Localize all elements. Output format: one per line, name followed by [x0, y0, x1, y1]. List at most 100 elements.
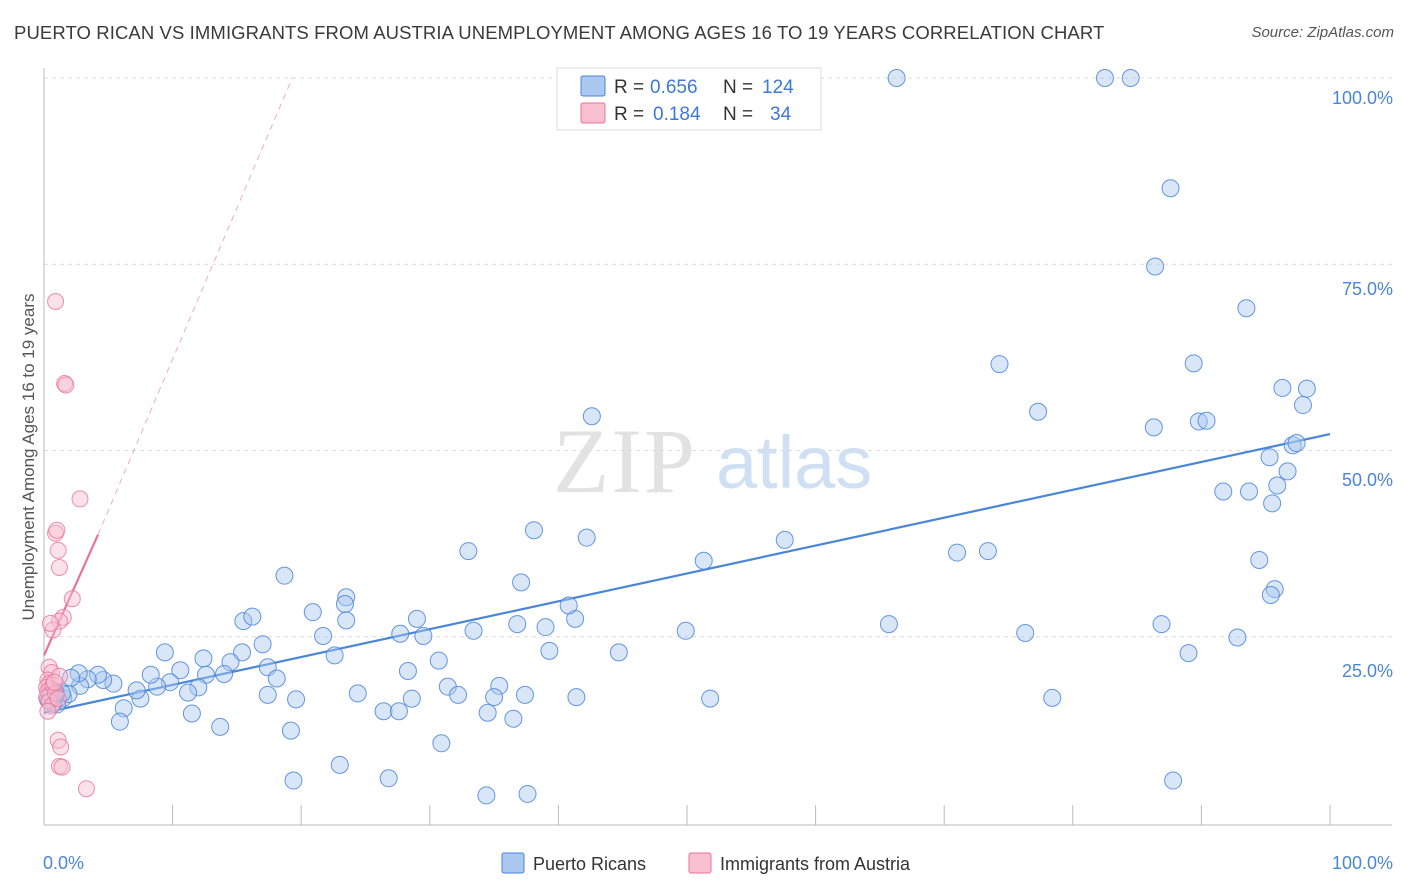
puerto-rican-point: [1268, 476, 1287, 495]
puerto-rican-point: [701, 689, 720, 708]
puerto-rican-point: [179, 683, 198, 702]
austria-point: [77, 780, 95, 798]
puerto-rican-point: [275, 566, 294, 585]
puerto-rican-point: [536, 618, 555, 637]
watermark-zip: ZIP: [553, 410, 697, 512]
puerto-rican-point: [518, 784, 537, 803]
legend-r-value-2: 0.184: [653, 104, 701, 125]
puerto-rican-point: [508, 615, 527, 634]
puerto-rican-point: [155, 643, 174, 662]
austria-trend-line: [42, 534, 100, 656]
puerto-rican-point: [887, 69, 906, 87]
puerto-rican-point: [1278, 462, 1297, 481]
puerto-rican-point: [1179, 644, 1198, 663]
puerto-rican-point: [141, 665, 160, 684]
puerto-rican-point: [233, 643, 252, 662]
chart-title: PUERTO RICAN VS IMMIGRANTS FROM AUSTRIA …: [14, 22, 1105, 43]
puerto-rican-point: [540, 641, 559, 660]
legend-r-label-2: R =: [614, 104, 644, 125]
puerto-rican-point: [1164, 771, 1183, 790]
puerto-rican-point: [335, 594, 354, 613]
puerto-rican-point: [567, 688, 586, 707]
puerto-rican-point: [978, 542, 997, 561]
puerto-rican-point: [414, 627, 433, 646]
puerto-rican-point: [490, 676, 509, 695]
puerto-rican-point: [253, 635, 272, 654]
y-tick-75: 75.0%: [1342, 279, 1393, 299]
puerto-rican-point: [1043, 688, 1062, 707]
puerto-rican-point: [582, 407, 601, 426]
y-tick-50: 50.0%: [1342, 470, 1393, 490]
bottom-legend-puerto-rican: Puerto Ricans: [533, 854, 646, 874]
puerto-rican-point: [559, 596, 578, 615]
austria-point: [39, 702, 57, 720]
source-label: Source: ZipAtlas.com: [1251, 24, 1394, 41]
puerto-rican-point: [609, 643, 628, 662]
puerto-rican-point: [676, 621, 695, 640]
puerto-rican-point: [89, 665, 108, 684]
puerto-rican-point: [379, 769, 398, 788]
legend-r-value-1: 0.656: [650, 77, 698, 98]
legend-r-label-1: R =: [614, 77, 644, 98]
puerto-rican-point: [325, 646, 344, 665]
austria-point: [45, 673, 63, 691]
puerto-rican-point: [189, 678, 208, 697]
austria-point: [47, 524, 65, 542]
puerto-rican-point: [478, 703, 497, 722]
puerto-rican-point: [330, 755, 349, 774]
puerto-rican-point: [1237, 299, 1256, 318]
puerto-rican-point: [110, 712, 129, 731]
puerto-rican-trend-line: [43, 433, 1331, 714]
austria-point: [50, 558, 68, 576]
puerto-rican-point: [1239, 482, 1258, 501]
puerto-rican-point: [221, 653, 240, 672]
puerto-rican-point: [211, 717, 230, 736]
puerto-rican-point: [398, 662, 417, 681]
puerto-rican-point: [194, 649, 213, 668]
bottom-legend-austria: Immigrants from Austria: [720, 854, 911, 874]
puerto-rican-point: [131, 689, 150, 708]
austria-point: [52, 738, 70, 756]
puerto-rican-point: [459, 542, 478, 561]
puerto-rican-point: [127, 681, 146, 700]
puerto-rican-point: [1095, 69, 1114, 87]
legend-n-value-2: 34: [770, 104, 792, 125]
austria-point: [71, 490, 89, 508]
puerto-rican-point: [1161, 179, 1180, 198]
puerto-rican-point: [182, 704, 201, 723]
puerto-rican-point: [407, 609, 426, 628]
puerto-rican-point: [1293, 396, 1312, 415]
austria-point: [63, 590, 81, 608]
austria-point: [49, 690, 67, 708]
legend-n-label-2: N =: [723, 104, 753, 125]
puerto-rican-point: [171, 661, 190, 680]
puerto-rican-point: [374, 702, 393, 721]
austria-point: [49, 541, 67, 559]
y-tick-100: 100.0%: [1332, 88, 1393, 108]
puerto-rican-point: [287, 690, 306, 709]
puerto-rican-point: [432, 734, 451, 753]
puerto-rican-point: [1260, 448, 1279, 467]
puerto-rican-point: [391, 624, 410, 643]
watermark-atlas: atlas: [716, 421, 872, 504]
puerto-rican-point: [1146, 257, 1165, 276]
y-tick-25: 25.0%: [1342, 661, 1393, 681]
legend-n-label-1: N =: [723, 77, 753, 98]
legend-swatch-austria: [580, 102, 606, 124]
puerto-rican-point: [504, 709, 523, 728]
puerto-rican-point: [402, 689, 421, 708]
x-tick-0: 0.0%: [43, 853, 84, 873]
bottom-legend-swatch-puerto-rican: [501, 852, 525, 874]
austria-trend-extension: [97, 77, 293, 535]
puerto-rican-point: [429, 651, 448, 670]
puerto-rican-point: [477, 786, 496, 805]
puerto-rican-point: [258, 685, 277, 704]
correlation-legend: R = 0.656 N = 124 R = 0.184 N = 34: [556, 67, 822, 131]
austria-point: [44, 621, 62, 639]
puerto-rican-point: [314, 627, 333, 646]
puerto-rican-point: [990, 355, 1009, 374]
puerto-rican-point: [1228, 628, 1247, 647]
legend-n-value-1: 124: [762, 77, 794, 98]
y-tick-labels: 100.0% 75.0% 50.0% 25.0%: [1332, 88, 1393, 681]
